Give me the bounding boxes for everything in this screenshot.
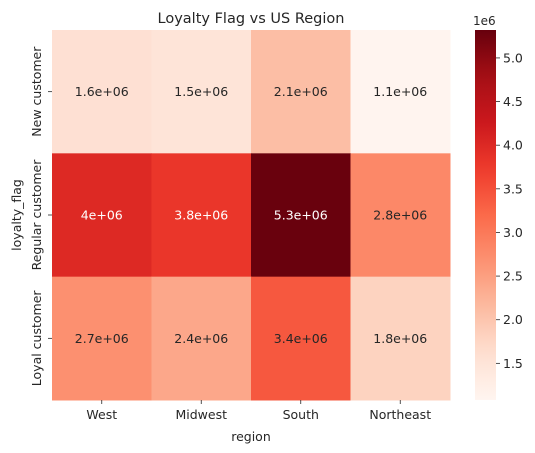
colorbar-tick-label: 3.5 [503, 181, 523, 196]
heatmap-cell [151, 153, 252, 278]
heatmap-cell [350, 30, 451, 154]
heatmap-cell [52, 30, 152, 154]
heatmap-cell [350, 276, 451, 401]
colorbar-tick-label: 3.0 [503, 225, 523, 240]
colorbar-tick-label: 1.5 [503, 356, 523, 371]
x-tick-label: South [283, 407, 319, 422]
cell-value-label: 1.8e+06 [373, 331, 427, 346]
y-tick-label: Loyal customer [29, 290, 44, 387]
heatmap-cell [251, 276, 351, 401]
colorbar-tick-label: 2.0 [503, 312, 523, 327]
colorbar-tick-label: 5.0 [503, 50, 523, 65]
cell-value-label: 4e+06 [81, 208, 123, 223]
cell-value-label: 2.1e+06 [274, 84, 328, 99]
cell-value-label: 1.1e+06 [373, 84, 427, 99]
x-axis-label: region [231, 429, 271, 444]
colorbar-tick-label: 4.5 [503, 94, 523, 109]
heatmap-cell [52, 276, 152, 401]
heatmap-cell-labels: 1.6e+06 1.5e+06 2.1e+06 1.1e+06 4e+06 3.8e+06… [75, 84, 427, 346]
cell-value-label: 3.8e+06 [174, 208, 228, 223]
x-tick-label: Northeast [369, 407, 431, 422]
cell-value-label: 2.8e+06 [373, 208, 427, 223]
cell-value-label: 2.4e+06 [174, 331, 228, 346]
x-tick-label: West [86, 407, 117, 422]
cell-value-label: 5.3e+06 [274, 208, 328, 223]
heatmap-cell [151, 276, 252, 401]
colorbar-tick-label: 4.0 [503, 138, 523, 153]
heatmap-cell [350, 153, 451, 278]
colorbar-tick-label: 2.5 [503, 269, 523, 284]
y-tick-label: New customer [29, 46, 44, 137]
x-tick-label: Midwest [175, 407, 227, 422]
colorbar-offset-label: 1e6 [473, 14, 496, 28]
heatmap-cell [251, 30, 351, 154]
heatmap-cell [52, 153, 152, 278]
colorbar [475, 30, 496, 400]
cell-value-label: 3.4e+06 [274, 331, 328, 346]
heatmap-cells [52, 30, 451, 401]
y-tick-label: Regular customer [29, 159, 44, 271]
cell-value-label: 2.7e+06 [75, 331, 129, 346]
heatmap-cell [151, 30, 252, 154]
cell-value-label: 1.5e+06 [174, 84, 228, 99]
y-axis-label: loyalty_flag [9, 179, 24, 251]
cell-value-label: 1.6e+06 [75, 84, 129, 99]
y-axis-ticks: New customer Regular customer Loyal custom… [29, 46, 52, 386]
x-axis-ticks: West Midwest South Northeast [86, 400, 431, 422]
heatmap-cell [251, 153, 351, 278]
chart-title: Loyalty Flag vs US Region [158, 11, 345, 27]
colorbar-ticks: 1.5 2.0 2.5 3.0 3.5 4.0 4.5 5.0 [496, 50, 523, 371]
